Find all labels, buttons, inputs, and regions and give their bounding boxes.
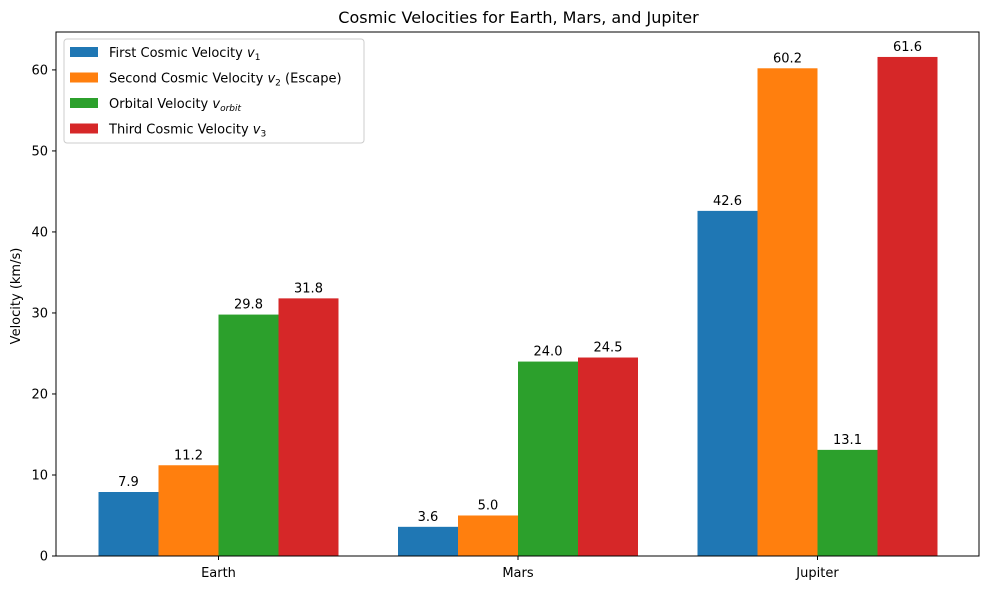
bar-value-label: 24.0 [534,345,563,360]
y-tick-label: 30 [31,306,48,321]
legend-swatch-series-1 [70,47,98,57]
bar-value-label: 7.9 [118,475,139,490]
bar-value-label: 13.1 [833,433,862,448]
bar-mars-series-3 [518,361,578,556]
bar-value-label: 3.6 [418,510,439,525]
bar-value-label: 31.8 [294,281,323,296]
y-tick-label: 0 [40,550,48,565]
bar-jupiter-series-3 [817,449,878,556]
y-tick-label: 10 [31,468,48,483]
bar-jupiter-series-2 [757,68,818,556]
x-tick-label-mars: Mars [502,566,534,581]
legend-entry-series-4: Third Cosmic Velocity v3 [108,123,266,140]
bar-earth-series-4 [278,298,339,556]
legend-box [63,38,365,144]
bar-earth-series-3 [218,314,279,556]
bar-value-label: 5.0 [478,498,499,513]
bar-mars-series-1 [398,526,458,556]
bar-value-label: 24.5 [594,341,623,356]
bar-mars-series-4 [578,357,638,556]
y-axis-label: Velocity (km/s) [9,248,24,345]
bar-value-label: 29.8 [234,298,263,313]
legend-swatch-series-4 [70,123,98,134]
y-tick-label: 60 [31,63,48,78]
legend-entry-series-3: Orbital Velocity vorbit [109,97,242,114]
y-tick-label: 50 [31,144,48,159]
legend: First Cosmic Velocity v1 Second Cosmic Ve… [63,38,365,144]
legend-swatch-series-2 [70,72,98,83]
bar-value-label: 11.2 [174,448,203,463]
legend-swatch-series-3 [70,98,98,108]
legend-entry-series-1: First Cosmic Velocity v1 [109,46,260,63]
bar-value-label: 61.6 [893,40,922,55]
x-tick-label-earth: Earth [201,566,236,581]
bar-jupiter-series-1 [697,210,758,556]
y-tick-label: 40 [31,225,48,240]
plot-area: 7.9 3.6 42.6 11.2 5.0 60.2 29.8 24.0 13.1 31.8 24.… [31,31,980,581]
bar-value-label: 60.2 [773,51,802,66]
x-tick-label-jupiter: Jupiter [795,566,839,581]
legend-entry-series-2: Second Cosmic Velocity v2 (Escape) [109,72,342,89]
chart-title: Cosmic Velocities for Earth, Mars, and J… [338,8,699,27]
bar-earth-series-2 [158,465,219,556]
bar-value-label: 42.6 [713,194,742,209]
bar-mars-series-2 [458,515,518,556]
bar-jupiter-series-4 [877,56,938,556]
y-tick-label: 20 [31,387,48,402]
bar-earth-series-1 [98,492,159,556]
